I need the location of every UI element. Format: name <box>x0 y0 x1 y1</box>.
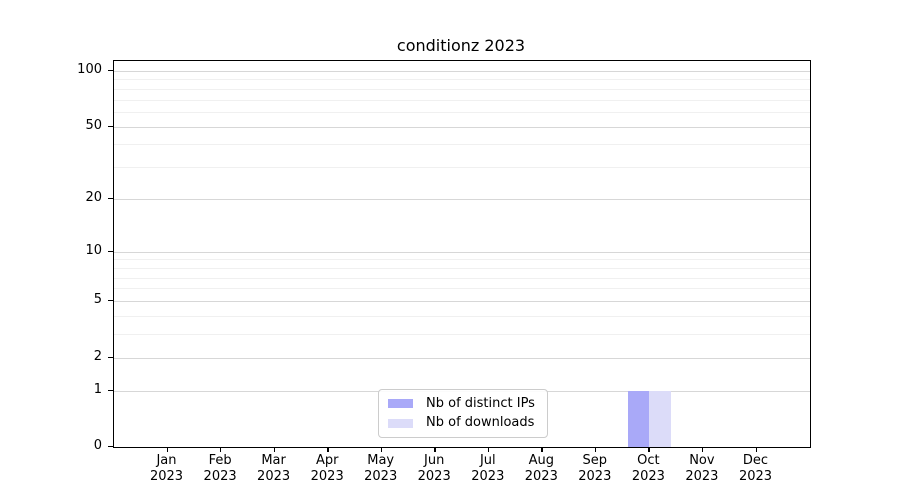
y-tick-label: 100 <box>77 61 102 77</box>
x-tick-label: Jan 2023 <box>139 453 195 485</box>
y-gridline-major <box>114 198 810 200</box>
y-tick-mark <box>108 300 113 302</box>
x-tick-label: Aug 2023 <box>513 453 569 485</box>
x-label-month: Jul <box>479 453 496 468</box>
bar <box>627 390 650 447</box>
x-label-year: 2023 <box>257 469 291 484</box>
y-tick-label: 5 <box>93 292 102 307</box>
x-label-year: 2023 <box>631 469 665 484</box>
legend-swatch-distinct-ips <box>388 399 413 409</box>
y-tick-label: 20 <box>85 189 102 205</box>
x-tick-label: May 2023 <box>353 453 409 485</box>
x-tick-label: Oct 2023 <box>620 453 676 485</box>
x-tick-mark <box>327 447 329 452</box>
x-tick-mark <box>166 447 168 452</box>
x-label-month: Jan <box>156 453 177 468</box>
y-tick-label: 50 <box>85 117 102 133</box>
x-label-month: May <box>367 453 395 468</box>
x-label-year: 2023 <box>738 469 773 484</box>
y-gridline-major <box>114 70 810 72</box>
y-gridline-minor <box>114 144 810 146</box>
y-tick-mark <box>108 125 113 127</box>
y-tick-label: 0 <box>93 438 102 453</box>
y-tick-mark <box>108 446 113 448</box>
x-label-year: 2023 <box>364 469 398 484</box>
plot-area <box>113 60 811 448</box>
y-gridline-minor <box>114 259 810 261</box>
legend-item-distinct-ips: Nb of distinct IPs <box>388 395 538 413</box>
y-tick-mark <box>108 197 113 200</box>
x-tick-label: Sep 2023 <box>567 453 623 485</box>
legend-label-distinct-ips: Nb of distinct IPs <box>426 395 535 411</box>
x-label-year: 2023 <box>149 469 184 484</box>
y-gridline-minor <box>114 99 810 101</box>
y-gridline-minor <box>114 167 810 169</box>
x-tick-mark <box>755 447 757 452</box>
x-tick-mark <box>487 447 490 452</box>
legend-label-downloads: Nb of downloads <box>426 415 535 431</box>
legend: Nb of distinct IPs Nb of downloads <box>378 389 548 438</box>
x-label-month: Aug <box>528 453 554 468</box>
x-label-year: 2023 <box>203 469 237 484</box>
x-tick-mark <box>701 447 704 452</box>
x-tick-mark <box>541 447 543 452</box>
x-label-month: Dec <box>742 453 769 468</box>
x-tick-label: Apr 2023 <box>299 453 355 485</box>
x-tick-mark <box>380 447 383 452</box>
x-tick-label: Nov 2023 <box>674 453 730 485</box>
y-gridline-major <box>114 357 810 359</box>
chart-title: conditionz 2023 <box>396 36 526 55</box>
y-gridline-minor <box>114 277 810 279</box>
y-tick-mark <box>108 250 113 252</box>
y-gridline-major <box>114 126 810 128</box>
y-gridline-major <box>114 251 810 253</box>
y-gridline-minor <box>114 79 810 81</box>
y-tick-label: 10 <box>85 242 102 258</box>
x-label-month: Feb <box>208 453 232 468</box>
x-tick-mark <box>273 447 275 452</box>
x-tick-label: Jun 2023 <box>406 453 462 485</box>
y-tick-mark <box>108 389 113 391</box>
x-label-year: 2023 <box>524 469 558 484</box>
y-gridline-minor <box>114 315 810 317</box>
x-label-year: 2023 <box>417 469 451 484</box>
bar <box>649 390 671 447</box>
x-label-month: Jun <box>424 453 445 468</box>
x-label-month: Mar <box>261 453 286 468</box>
y-gridline-minor <box>114 112 810 113</box>
legend-item-downloads: Nb of downloads <box>388 414 538 432</box>
x-label-month: Nov <box>689 453 715 468</box>
x-tick-label: Mar 2023 <box>246 453 302 485</box>
x-label-year: 2023 <box>578 469 612 484</box>
y-tick-mark <box>108 69 113 72</box>
x-tick-mark <box>594 447 597 452</box>
x-label-year: 2023 <box>471 469 505 484</box>
y-gridline-minor <box>114 88 810 90</box>
x-label-month: Oct <box>637 453 660 468</box>
y-gridline-minor <box>114 334 810 335</box>
x-tick-label: Dec 2023 <box>728 453 784 485</box>
y-gridline-major <box>114 301 810 302</box>
x-tick-label: Jul 2023 <box>460 453 516 485</box>
y-gridline-minor <box>114 267 810 269</box>
y-tick-mark <box>108 356 113 358</box>
y-tick-label: 2 <box>93 348 102 364</box>
x-tick-mark <box>220 447 222 452</box>
legend-swatch-downloads <box>388 418 413 428</box>
x-label-year: 2023 <box>310 469 344 484</box>
x-tick-mark <box>434 447 436 452</box>
x-tick-label: Feb 2023 <box>192 453 248 485</box>
x-label-year: 2023 <box>685 469 719 484</box>
y-tick-label: 1 <box>93 381 102 397</box>
x-tick-mark <box>648 447 650 452</box>
y-gridline-minor <box>114 288 810 290</box>
x-label-month: Apr <box>315 453 339 468</box>
x-label-month: Sep <box>582 453 608 468</box>
